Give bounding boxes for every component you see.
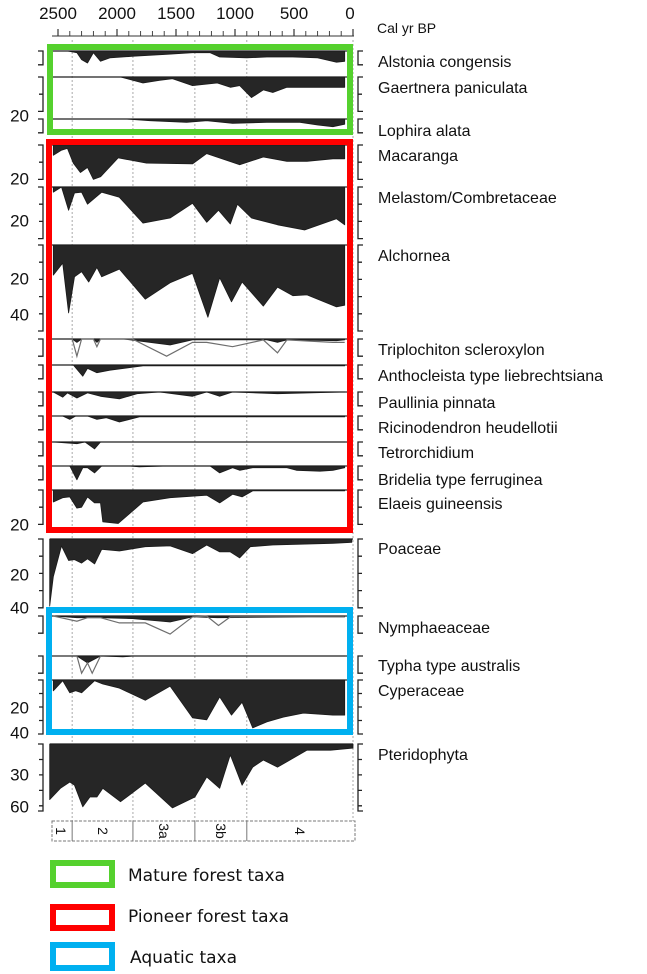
panel-triplochiton-scleroxylon: Triplochiton scleroxylon: [38, 338, 545, 359]
panel-lophira-alata: Lophira alata: [38, 118, 471, 140]
legend: Mature forest taxa Pioneer forest taxa A…: [50, 860, 289, 971]
panel-alchornea: Alchornea 20 40: [10, 244, 450, 332]
legend-swatch: [50, 904, 115, 931]
legend-item-pioneer: Pioneer forest taxa: [50, 904, 289, 931]
x-axis: 2500 2000 1500 1000 500 0 Cal yr BP: [39, 4, 436, 37]
y-tick-label: 20: [10, 699, 29, 718]
taxon-label: Anthocleista type liebrechtsiana: [378, 368, 603, 385]
taxon-label: Paullinia pinnata: [378, 395, 496, 412]
y-tick-label: 20: [10, 212, 29, 231]
taxon-label: Alchornea: [378, 248, 450, 265]
panel-poaceae: Poaceae 20 40: [10, 538, 441, 618]
panel-tetrorchidium: Tetrorchidium: [38, 441, 474, 462]
taxon-label: Macaranga: [378, 148, 458, 165]
y-tick-label: 20: [10, 516, 29, 535]
panel-bridelia: Bridelia type ferruginea: [38, 465, 543, 489]
legend-item-mature: Mature forest taxa: [50, 860, 285, 888]
taxon-label: Cyperaceae: [378, 683, 464, 700]
taxon-label: Elaeis guineensis: [378, 496, 503, 513]
panel-gaertnera-paniculata: Gaertnera paniculata 20: [10, 76, 528, 126]
x-tick-label-1500: 1500: [157, 4, 195, 23]
pioneer-forest-box: [46, 139, 353, 533]
taxon-label: Lophira alata: [378, 123, 471, 140]
x-axis-title: Cal yr BP: [377, 20, 436, 36]
legend-swatch: [50, 860, 115, 888]
legend-item-aquatic: Aquatic taxa: [50, 942, 237, 971]
taxon-label: Tetrorchidium: [378, 445, 474, 462]
panel-ricinodendron: Ricinodendron heudellotii: [38, 415, 558, 437]
panel-typha: Typha type australis: [38, 655, 520, 675]
x-tick-label-2500: 2500: [39, 4, 77, 23]
x-tick-label-2000: 2000: [98, 4, 136, 23]
panel-macaranga: Macaranga 20: [10, 144, 458, 189]
x-tick-label-500: 500: [280, 4, 308, 23]
zone-label-4: 4: [292, 827, 308, 835]
y-tick-label: 40: [10, 306, 29, 325]
panel-nymphaeaceae: Nymphaeaceae: [38, 615, 490, 637]
y-tick-label: 20: [10, 107, 29, 126]
y-tick-label: 20: [10, 170, 29, 189]
y-tick-label: 20: [10, 270, 29, 289]
taxon-label: Alstonia congensis: [378, 54, 511, 71]
panel-pteridophyta: Pteridophyta 30 60: [10, 743, 468, 817]
legend-swatch: [50, 942, 115, 971]
taxon-label: Ricinodendron heudellotii: [378, 420, 558, 437]
y-tick-label: 40: [10, 724, 29, 743]
mature-forest-box: [47, 44, 353, 135]
zone-strip: 1 2 3a 3b 4: [51, 820, 356, 842]
taxon-label: Bridelia type ferruginea: [378, 472, 543, 489]
y-tick-label: 20: [10, 566, 29, 585]
zone-label-2: 2: [95, 827, 111, 835]
taxon-label: Melastom/Combretaceae: [378, 190, 557, 207]
legend-label: Mature forest taxa: [128, 866, 285, 886]
panel-anthocleista: Anthocleista type liebrechtsiana: [38, 364, 603, 385]
zone-label-1: 1: [53, 827, 69, 835]
taxon-label: Typha type australis: [378, 658, 520, 675]
panel-paullinia-pinnata: Paullinia pinnata: [38, 391, 496, 412]
panel-cyperaceae: Cyperaceae 20 40: [10, 679, 464, 743]
x-tick-label-1000: 1000: [216, 4, 254, 23]
legend-label: Pioneer forest taxa: [128, 907, 289, 927]
x-axis-ticks: [57, 29, 354, 36]
panel-elaeis-guineensis: Elaeis guineensis 20: [10, 489, 503, 535]
taxon-label: Pteridophyta: [378, 747, 468, 764]
legend-label: Aquatic taxa: [130, 948, 237, 968]
aquatic-box: [46, 607, 353, 735]
zone-label-3a: 3a: [156, 823, 172, 839]
zone-label-3b: 3b: [213, 823, 229, 839]
x-tick-label-0: 0: [345, 4, 354, 23]
y-tick-label: 40: [10, 599, 29, 618]
y-tick-label: 30: [10, 766, 29, 785]
panel-alstonia-congensis: Alstonia congensis: [38, 50, 511, 71]
taxon-label: Gaertnera paniculata: [378, 80, 528, 97]
panel-melastom-combretaceae: Melastom/Combretaceae 20: [10, 186, 557, 240]
taxon-label: Triplochiton scleroxylon: [378, 342, 545, 359]
taxon-label: Poaceae: [378, 541, 441, 558]
y-tick-label: 60: [10, 798, 29, 817]
taxon-label: Nymphaeaceae: [378, 620, 490, 637]
